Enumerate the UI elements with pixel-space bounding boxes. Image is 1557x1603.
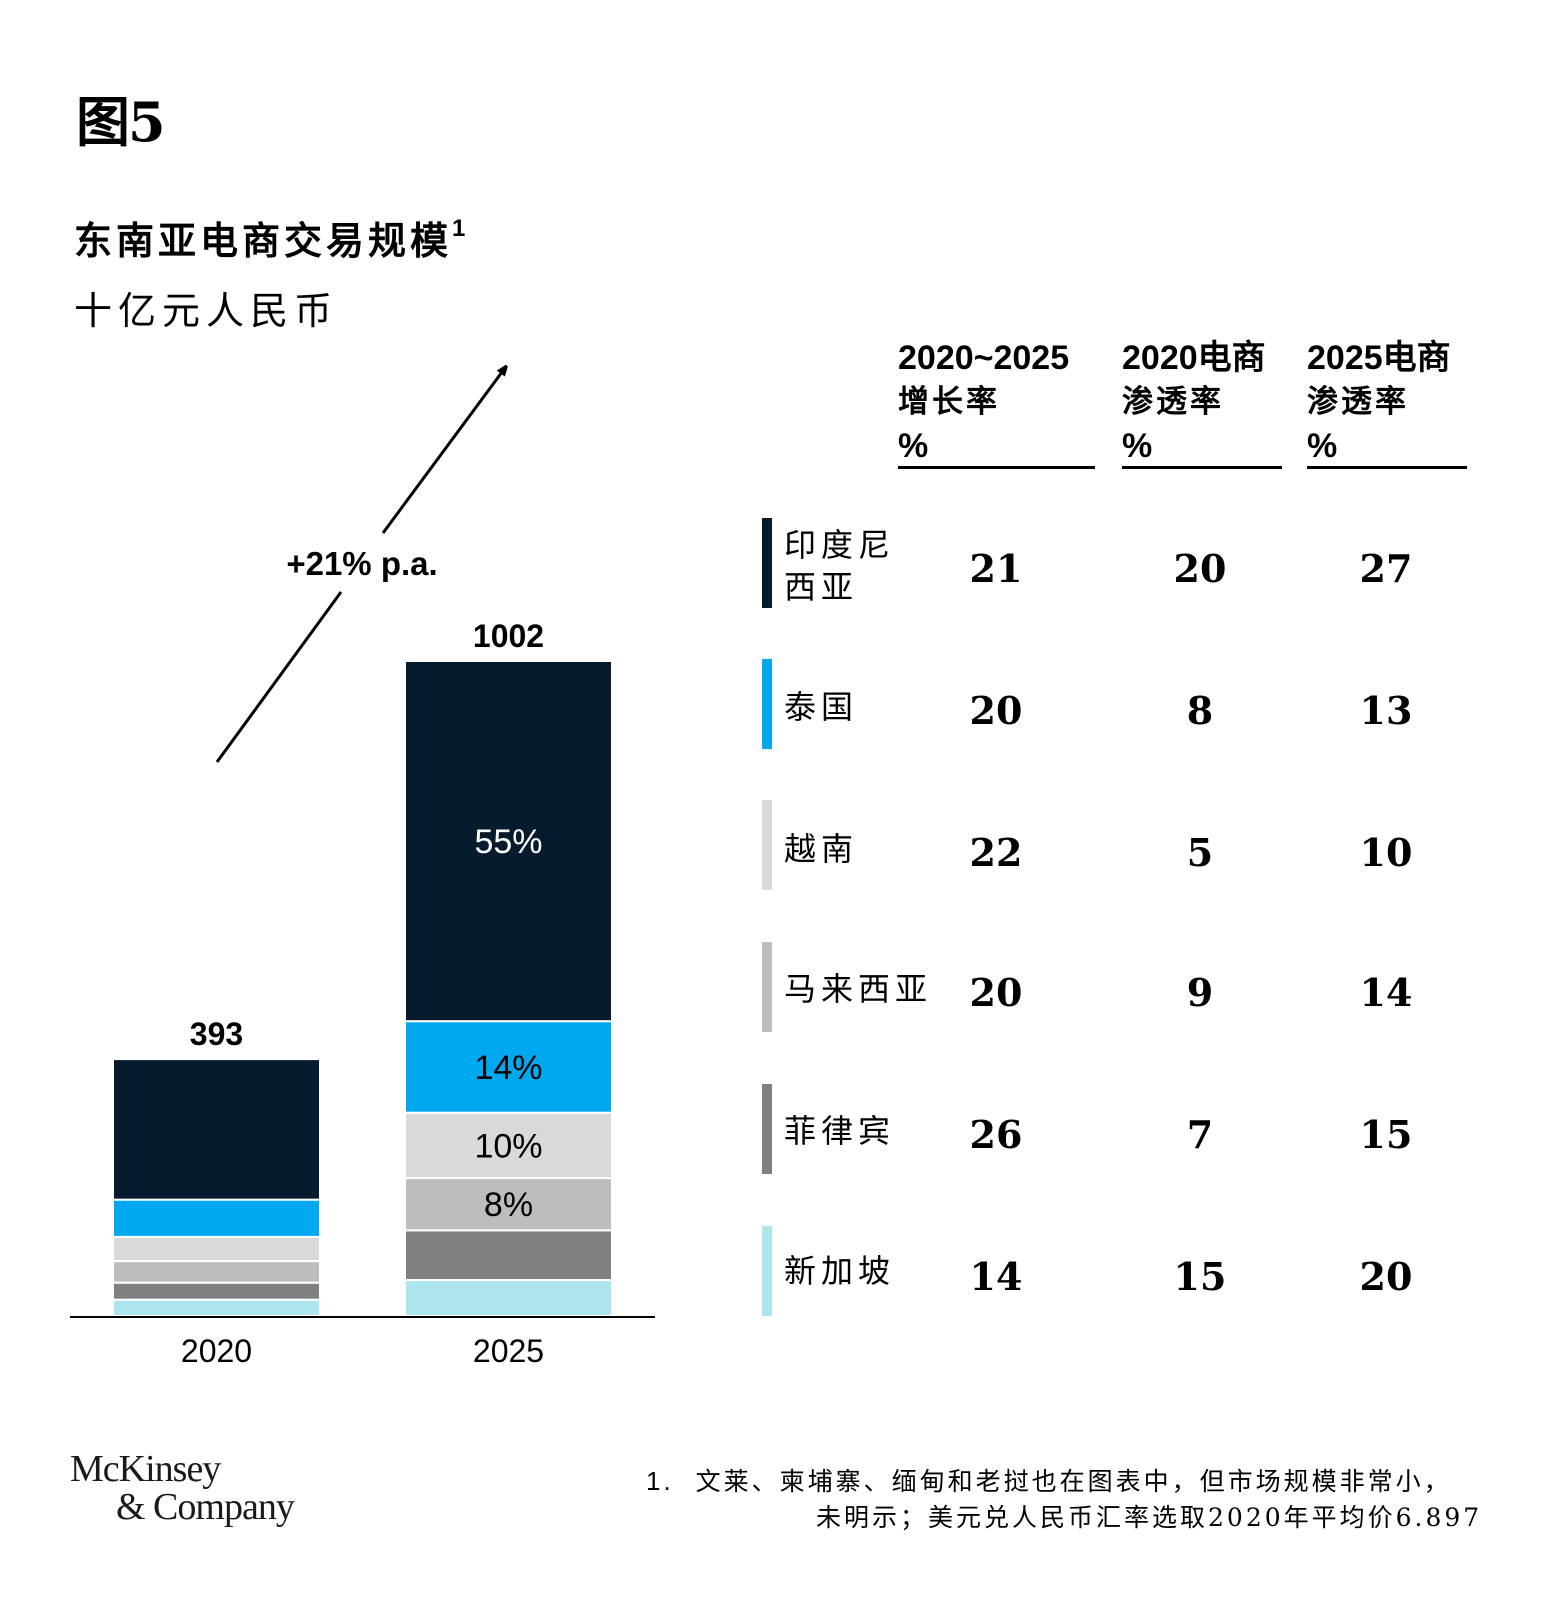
cell-malaysia-2020: 9 [1186,970,1214,1015]
header-line1: 2020~2025 [898,339,1070,377]
cell-thailand-2025: 13 [1359,688,1413,733]
row-name-singapore: 新加坡 [784,1252,896,1290]
logo-line2: & Company [116,1486,295,1528]
cell-vietnam-2020: 5 [1186,830,1214,875]
segment-share-label: 55% [474,823,542,861]
x-tick-label: 2020 [181,1333,252,1369]
bar-segment [404,1111,613,1180]
x-tick-label: 2025 [473,1333,544,1369]
row-name-malaysia: 马来西亚 [784,970,933,1008]
bar-segment [112,1298,321,1318]
stacked-bar-chart: 393 2020 8% 10% 14% 55% 1002 2025 +21% p.a. [70,0,655,1369]
header-line1: 2020电商 [1122,339,1266,377]
chart-title-text: 东南亚电商交易规模 [74,218,453,263]
row-name-vietnam: 越南 [784,830,859,868]
header-line3: % [898,427,929,465]
footnote-line2: 未明示；美元兑人民币汇率选取2020年平均价6.897 [816,1503,1483,1532]
bar-segment [404,1229,613,1282]
cell-philippines-2020: 7 [1186,1112,1214,1157]
header-line2: 渗透率 [1307,384,1409,420]
bar-total-label: 1002 [473,618,544,654]
chart-title: 东南亚电商交易规模1 [74,210,465,265]
footnote-line1: 1. 文莱、柬埔寨、缅甸和老挝也在图表中，但市场规模非常小， [646,1462,1452,1498]
bar-segment [112,1235,321,1263]
row-color-bar-vietnam [762,800,772,890]
bar-total-label: 393 [190,1016,243,1052]
header-rule [898,466,1095,469]
row-name-indonesia: 印度尼 西亚 [784,524,895,608]
bar-segment [404,660,613,1023]
table-header-2025-penetration: 2025电商 渗透率 % [1307,336,1451,468]
row-name-line: 印度尼 [784,526,896,564]
header-rule [1307,466,1467,469]
cell-singapore-2025: 20 [1359,1254,1413,1299]
cell-thailand-growth: 20 [969,688,1023,733]
row-name-line: 西亚 [784,568,859,606]
row-color-bar-philippines [762,1084,772,1174]
mckinsey-logo: McKinsey & Company [70,1448,295,1528]
title-footnote-mark: 1 [452,215,466,243]
cell-thailand-2020: 8 [1186,688,1214,733]
cell-philippines-2025: 15 [1359,1112,1413,1157]
unit-label: 十亿元人民币 [74,289,339,333]
row-name-thailand: 泰国 [784,688,859,726]
footnote-number: 1. [646,1466,674,1496]
bar-segment [112,1198,321,1238]
footnote-text-line1: 文莱、柬埔寨、缅甸和老挝也在图表中，但市场规模非常小， [695,1467,1452,1496]
growth-arrow-upper [381,368,505,534]
growth-annotation: +21% p.a. [286,545,437,582]
row-color-bar-thailand [762,659,772,749]
growth-arrow-lower [215,591,343,763]
cell-indonesia-2025: 27 [1359,546,1413,591]
cell-vietnam-growth: 22 [969,830,1023,875]
figure-label: 图5 [76,90,166,154]
bar-segment [404,1177,613,1232]
cell-vietnam-2025: 10 [1359,830,1413,875]
header-line3: % [1307,427,1338,465]
row-color-bar-indonesia [762,518,772,608]
bar-segment [404,1020,613,1114]
cell-indonesia-2020: 20 [1173,546,1227,591]
segment-share-label: 8% [484,1186,533,1224]
bar-segment [112,1058,321,1201]
row-color-bar-singapore [762,1226,772,1316]
cell-indonesia-growth: 21 [969,546,1023,591]
segment-share-label: 10% [474,1127,542,1165]
cell-malaysia-2025: 14 [1359,970,1413,1015]
row-color-bar-malaysia [762,942,772,1032]
cell-philippines-growth: 26 [969,1112,1023,1157]
bar-segment [404,1279,613,1317]
cell-singapore-growth: 14 [969,1254,1023,1299]
bar-segment [112,1260,321,1284]
header-line1: 2025电商 [1307,339,1451,377]
cell-singapore-2020: 15 [1173,1254,1227,1299]
table-header-growth: 2020~2025 增长率 % [898,336,1069,468]
logo-line1: McKinsey [70,1448,221,1490]
header-rule [1122,466,1282,469]
bar-segment [112,1281,321,1301]
header-line3: % [1122,427,1153,465]
segment-share-label: 14% [474,1049,542,1087]
header-line2: 增长率 [898,384,1000,420]
cell-malaysia-growth: 20 [969,970,1023,1015]
row-name-philippines: 菲律宾 [784,1112,896,1150]
table-header-2020-penetration: 2020电商 渗透率 % [1122,336,1266,468]
header-line2: 渗透率 [1122,384,1224,420]
